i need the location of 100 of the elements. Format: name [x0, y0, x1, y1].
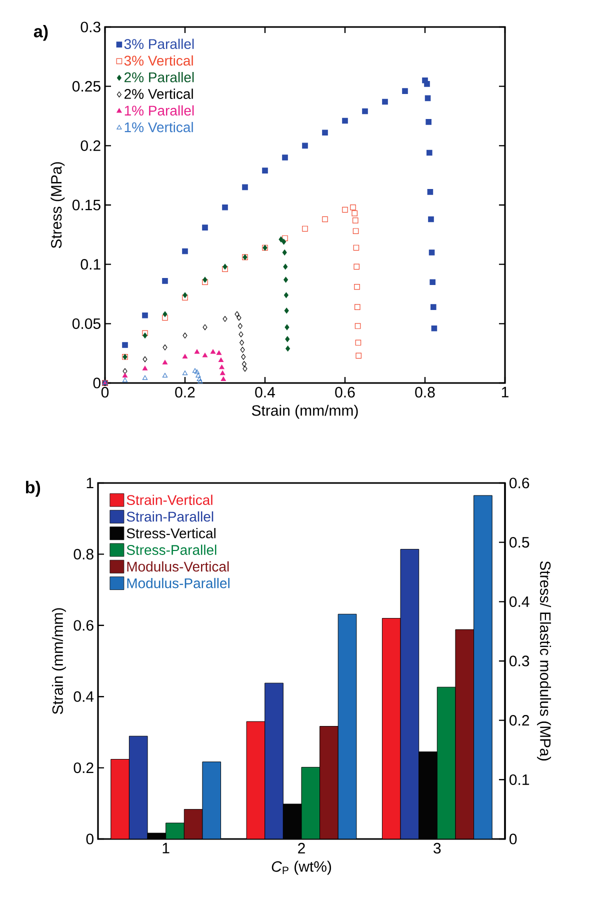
- legend-label: 1% Parallel: [124, 105, 194, 116]
- legend-label: Stress-Vertical: [126, 528, 216, 538]
- bar: [301, 766, 320, 839]
- y2-tick-label: 0.5: [510, 537, 530, 548]
- point: [352, 228, 359, 234]
- point: [284, 292, 288, 298]
- point: [284, 308, 289, 314]
- point: [182, 332, 188, 338]
- point: [354, 304, 360, 310]
- point: [122, 378, 128, 382]
- x-tick-label: 0: [101, 386, 109, 398]
- point: [431, 326, 438, 332]
- chart-title: a): [34, 24, 48, 41]
- point: [182, 294, 188, 300]
- point: [282, 238, 286, 245]
- legend-label: Strain-Vertical: [126, 494, 212, 506]
- point: [356, 352, 362, 359]
- y-tick-label: 0.3: [80, 22, 100, 32]
- point: [242, 184, 248, 190]
- y-tick-label: 0.2: [80, 140, 100, 151]
- point: [196, 376, 202, 382]
- point: [286, 346, 290, 352]
- point: [196, 372, 201, 378]
- point: [216, 350, 222, 355]
- point: [122, 372, 128, 378]
- point: [162, 360, 168, 364]
- point: [424, 95, 431, 102]
- point: [240, 346, 245, 353]
- point: [352, 218, 358, 224]
- point: [142, 330, 148, 336]
- point: [242, 361, 246, 367]
- point: [352, 210, 358, 216]
- bar: [264, 682, 284, 839]
- x-tick-label: 0.6: [335, 386, 355, 398]
- y2-tick-label: 0.3: [510, 656, 530, 666]
- point: [162, 311, 168, 318]
- y2-tick-label: 0.1: [510, 774, 530, 785]
- legend-label: Modulus-Parallel: [127, 578, 230, 588]
- bar: [184, 809, 203, 839]
- point: [342, 206, 348, 213]
- point: [222, 266, 228, 272]
- point: [284, 276, 288, 283]
- point: [222, 264, 228, 270]
- point: [219, 364, 224, 370]
- bar: [128, 736, 148, 839]
- point: [162, 278, 168, 284]
- point: [238, 331, 244, 338]
- point: [285, 336, 290, 342]
- point: [427, 189, 434, 195]
- point: [426, 119, 432, 125]
- point: [282, 154, 288, 160]
- point: [142, 375, 148, 380]
- y-axis-title: Stress (MPa): [50, 162, 65, 248]
- point: [222, 316, 228, 322]
- point: [202, 352, 208, 358]
- y2-tick-label: 0.6: [510, 478, 530, 488]
- point: [182, 292, 188, 298]
- y-tick-label: 0.15: [72, 200, 100, 210]
- y-tick-label: 0.2: [74, 762, 94, 774]
- point: [322, 130, 328, 136]
- point: [350, 204, 356, 210]
- point: [278, 236, 284, 242]
- point: [354, 323, 361, 329]
- point: [194, 369, 200, 374]
- bar: [166, 822, 184, 839]
- x-tick-label: 0.2: [175, 386, 195, 398]
- point: [182, 354, 188, 358]
- chart-title: b): [26, 480, 40, 497]
- bar: [320, 726, 338, 839]
- x-tick-label: 3: [434, 842, 441, 854]
- point: [202, 224, 208, 230]
- point: [202, 279, 208, 286]
- point: [302, 226, 308, 232]
- point: [162, 372, 168, 378]
- y-tick-label: 0.1: [80, 259, 100, 270]
- point: [428, 250, 435, 256]
- legend-label: Strain-Parallel: [126, 511, 214, 522]
- x-tick-label: 1: [162, 842, 170, 854]
- point: [262, 168, 268, 174]
- point: [238, 323, 242, 329]
- point: [426, 150, 432, 156]
- point: [322, 216, 328, 222]
- x-tick-label: 0.4: [255, 386, 275, 398]
- y-tick-label: 0: [86, 834, 94, 844]
- point: [142, 366, 148, 370]
- point: [162, 314, 168, 321]
- legend-label: 2% Vertical: [124, 88, 193, 99]
- legend-label: Stress-Parallel: [126, 544, 216, 555]
- point: [122, 342, 128, 348]
- point: [142, 332, 148, 338]
- point: [353, 244, 360, 251]
- legend-label: Modulus-Vertical: [127, 561, 229, 572]
- y2-tick-label: 0.2: [510, 715, 530, 726]
- x-tick-label: 1: [502, 386, 508, 398]
- point: [402, 88, 408, 94]
- point: [382, 98, 388, 105]
- point: [302, 142, 308, 149]
- point: [242, 366, 248, 372]
- point: [142, 312, 148, 318]
- point: [241, 354, 246, 360]
